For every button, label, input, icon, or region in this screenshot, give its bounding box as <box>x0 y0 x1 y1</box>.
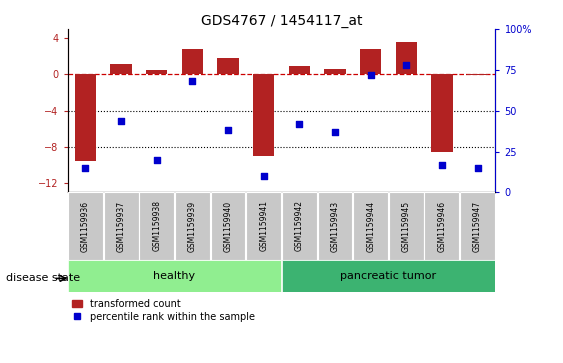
Text: pancreatic tumor: pancreatic tumor <box>341 271 436 281</box>
Point <box>295 121 304 127</box>
Point <box>224 127 233 133</box>
Point <box>402 62 411 68</box>
Text: GSM1159947: GSM1159947 <box>473 200 482 252</box>
Bar <box>246 192 281 260</box>
Bar <box>139 192 174 260</box>
Bar <box>425 192 459 260</box>
Text: GSM1159943: GSM1159943 <box>330 200 339 252</box>
Text: healthy: healthy <box>154 271 195 281</box>
Bar <box>75 74 96 160</box>
Point <box>152 157 161 163</box>
Bar <box>324 69 346 74</box>
Text: GSM1159942: GSM1159942 <box>295 200 304 252</box>
Text: GSM1159937: GSM1159937 <box>117 200 126 252</box>
Point <box>437 162 446 168</box>
Text: GSM1159938: GSM1159938 <box>152 200 161 252</box>
Bar <box>217 58 239 74</box>
Bar <box>110 64 132 74</box>
Point <box>259 173 268 179</box>
Point <box>188 78 197 84</box>
Bar <box>182 49 203 74</box>
Bar <box>104 192 138 260</box>
Bar <box>460 192 495 260</box>
Text: GSM1159939: GSM1159939 <box>188 200 197 252</box>
Bar <box>253 74 274 156</box>
Bar <box>389 192 424 260</box>
Text: GSM1159941: GSM1159941 <box>259 200 268 252</box>
Point <box>366 72 375 78</box>
Bar <box>282 260 495 292</box>
Bar <box>68 192 103 260</box>
Bar <box>68 260 281 292</box>
Point <box>473 165 482 171</box>
Text: GSM1159944: GSM1159944 <box>366 200 375 252</box>
Legend: transformed count, percentile rank within the sample: transformed count, percentile rank withi… <box>73 299 255 322</box>
Bar <box>211 192 245 260</box>
Bar <box>146 70 167 74</box>
Bar <box>282 192 317 260</box>
Bar <box>467 74 488 75</box>
Text: GSM1159936: GSM1159936 <box>81 200 90 252</box>
Bar <box>431 74 453 152</box>
Text: GSM1159940: GSM1159940 <box>224 200 233 252</box>
Point <box>330 129 339 135</box>
Bar <box>175 192 210 260</box>
Bar <box>318 192 352 260</box>
Bar <box>289 66 310 74</box>
Text: GSM1159945: GSM1159945 <box>402 200 411 252</box>
Bar <box>353 192 388 260</box>
Text: disease state: disease state <box>6 273 80 283</box>
Point <box>81 165 90 171</box>
Title: GDS4767 / 1454117_at: GDS4767 / 1454117_at <box>201 14 362 28</box>
Bar <box>396 42 417 74</box>
Point <box>117 118 126 123</box>
Text: GSM1159946: GSM1159946 <box>437 200 446 252</box>
Bar <box>360 49 381 74</box>
